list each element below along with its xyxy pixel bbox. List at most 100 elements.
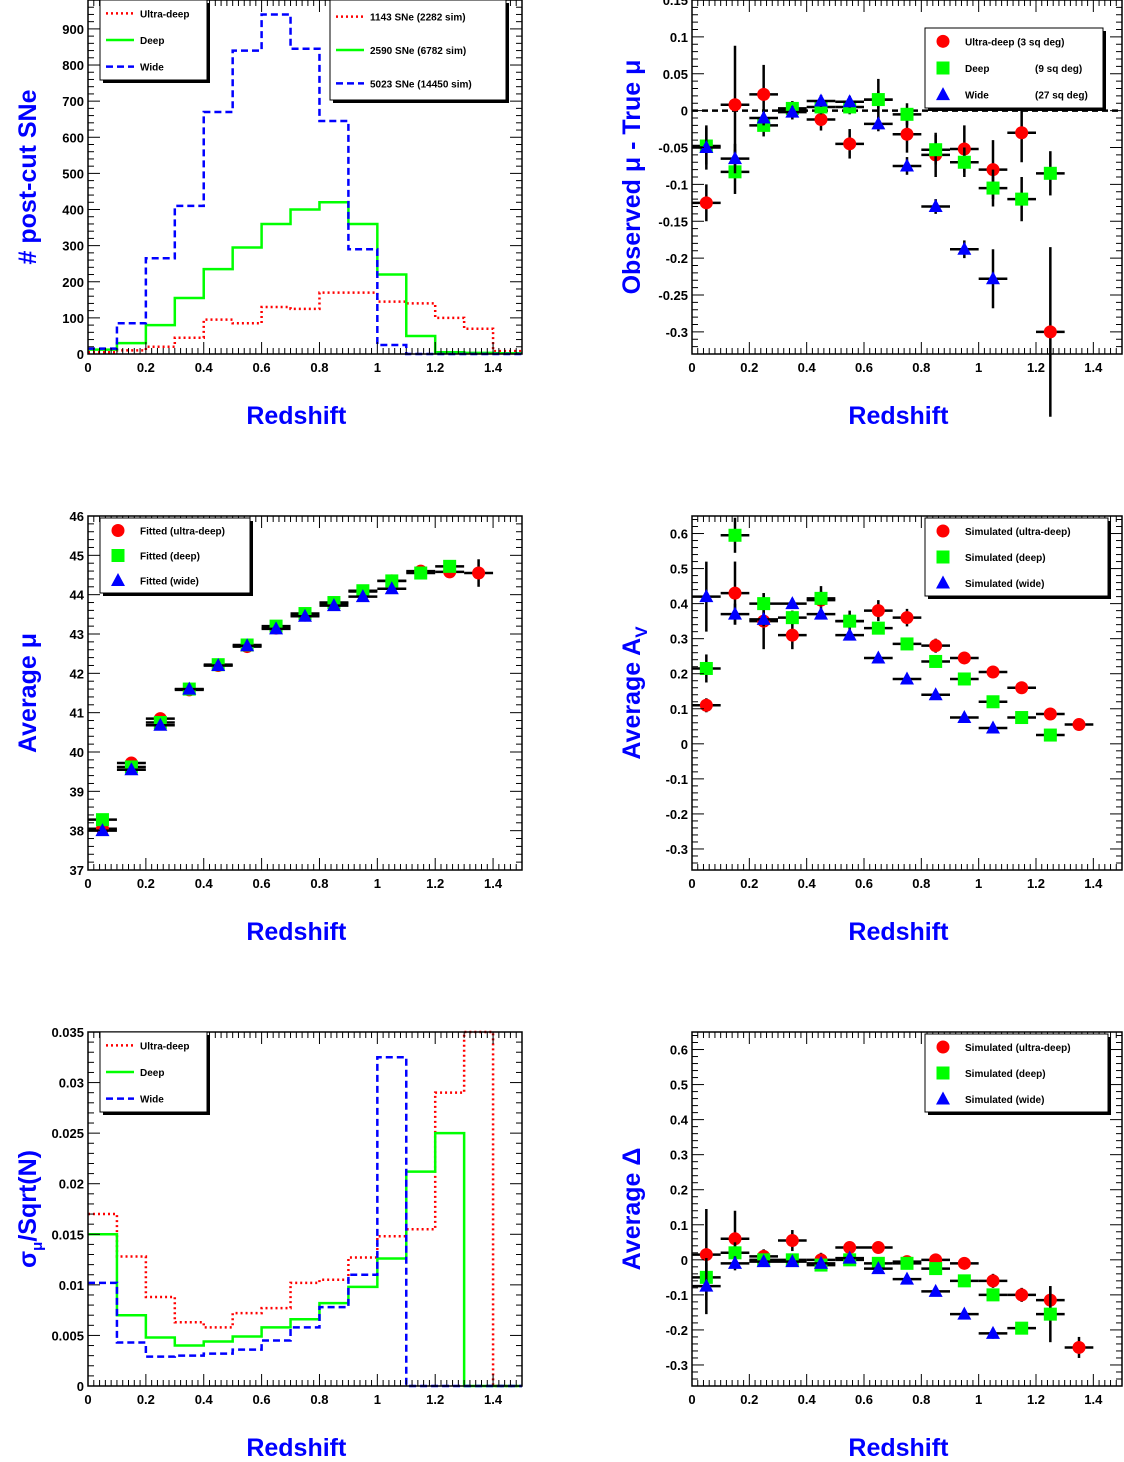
legend-label-2: (9 sq deg) <box>1035 64 1082 75</box>
y-tick-label: 0 <box>681 1253 688 1268</box>
legend-label: Deep <box>140 36 164 47</box>
y-tick-label: 45 <box>70 548 84 563</box>
data-point <box>785 104 800 118</box>
data-point <box>1072 718 1086 732</box>
y-tick-label: 0.3 <box>670 1148 688 1163</box>
x-tick-label: 1.2 <box>426 876 444 891</box>
legend-label: Fitted (wide) <box>140 577 199 588</box>
data-point <box>900 611 914 625</box>
x-tick-label: 1.4 <box>484 876 503 891</box>
data-point <box>986 695 1000 709</box>
x-tick-label: 1.2 <box>1027 1392 1045 1407</box>
x-tick-label: 1 <box>374 360 381 375</box>
y-tick-label: 0.15 <box>663 0 688 8</box>
plot-frame <box>87 0 523 355</box>
data-point <box>900 637 914 651</box>
x-axis-title: Redshift <box>848 1434 949 1462</box>
data-point <box>326 598 341 612</box>
y-tick-label: 0.05 <box>663 67 688 82</box>
data-point <box>211 657 226 671</box>
data-point <box>842 627 857 641</box>
data-point <box>928 199 943 212</box>
data-point <box>785 611 799 625</box>
x-tick-label: 0.2 <box>740 1392 758 1407</box>
y-tick-label: 0.1 <box>670 30 688 45</box>
data-point <box>936 524 950 538</box>
x-tick-label: 0 <box>688 876 695 891</box>
y-tick-label: 0.025 <box>51 1126 84 1141</box>
plot-frame <box>87 515 523 871</box>
data-point <box>986 1274 1000 1288</box>
data-point <box>785 1234 799 1248</box>
data-point <box>871 93 885 107</box>
x-tick-label: 0.4 <box>798 876 817 891</box>
x-axis-title: Redshift <box>848 402 949 430</box>
y-tick-label: 41 <box>70 706 84 721</box>
data-point <box>785 596 800 610</box>
y-tick-label: 40 <box>70 745 84 760</box>
x-tick-label: 0.2 <box>740 876 758 891</box>
data-point <box>756 611 771 625</box>
data-point <box>900 1256 914 1270</box>
x-tick-label: 0.6 <box>855 360 873 375</box>
y-tick-label: 0.03 <box>59 1076 84 1091</box>
data-point <box>900 107 914 121</box>
data-point <box>728 528 742 542</box>
y-tick-label: 0.2 <box>670 667 688 682</box>
y-tick-label: -0.2 <box>666 807 688 822</box>
y-tick-label: -0.1 <box>666 772 688 787</box>
y-tick-label: 0.4 <box>670 1113 689 1128</box>
data-point <box>842 94 857 108</box>
data-point <box>928 687 943 701</box>
x-tick-label: 0.8 <box>310 876 328 891</box>
y-tick-label: 0.035 <box>51 1025 84 1040</box>
legend-label: 1143 SNe (2282 sim) <box>370 13 466 24</box>
data-point <box>757 597 771 611</box>
data-point <box>182 681 197 695</box>
series-line-deep <box>88 201 522 355</box>
data-point <box>269 621 284 635</box>
y-axis-title: σμ/Sqrt(N) <box>14 1150 46 1268</box>
x-tick-label: 1.4 <box>1084 876 1103 891</box>
data-point <box>814 93 828 107</box>
legend-label: Simulated (wide) <box>965 579 1044 590</box>
data-point <box>957 241 972 255</box>
x-tick-label: 0.4 <box>798 360 817 375</box>
data-point <box>957 710 972 724</box>
data-point <box>443 559 457 573</box>
data-point <box>936 61 950 75</box>
y-tick-label: -0.05 <box>658 141 688 156</box>
data-point <box>728 586 742 600</box>
data-point <box>414 566 428 580</box>
legend-label-2: (27 sq deg) <box>1035 91 1088 102</box>
data-point <box>240 638 255 652</box>
y-tick-label: -0.1 <box>666 177 688 192</box>
data-point <box>929 1262 943 1276</box>
x-tick-label: 0.2 <box>137 1392 155 1407</box>
series-line-ultra-deep <box>88 291 522 354</box>
y-tick-label: 43 <box>70 627 84 642</box>
series-line-wide <box>88 1056 522 1388</box>
y-tick-label: -0.1 <box>666 1288 688 1303</box>
data-point <box>728 1232 742 1246</box>
legend-label: Fitted (ultra-deep) <box>140 527 225 538</box>
data-point <box>472 566 486 580</box>
x-axis-title: Redshift <box>848 918 949 946</box>
x-tick-label: 0.2 <box>740 360 758 375</box>
y-axis-title: Average AV <box>618 626 651 760</box>
legend-box <box>924 27 1104 109</box>
x-tick-label: 1 <box>975 1392 982 1407</box>
y-tick-label: 800 <box>62 58 84 73</box>
data-point <box>871 650 886 664</box>
data-point <box>986 1288 1000 1302</box>
x-tick-label: 1.2 <box>1027 360 1045 375</box>
data-point <box>871 116 886 130</box>
legend-box <box>924 517 1109 597</box>
y-tick-label: 0.01 <box>59 1278 84 1293</box>
data-point <box>936 34 950 48</box>
data-point <box>1043 728 1057 742</box>
x-tick-label: 1.4 <box>484 360 503 375</box>
x-tick-label: 1 <box>374 1392 381 1407</box>
data-point <box>814 1255 828 1269</box>
data-point <box>842 1250 857 1264</box>
